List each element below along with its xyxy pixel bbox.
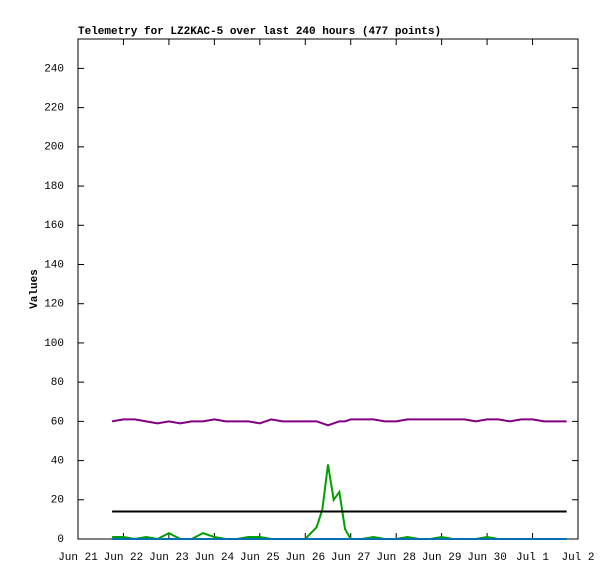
y-tick-label: 40 (51, 455, 64, 467)
y-tick-label: 60 (51, 416, 64, 428)
y-tick-label: 120 (44, 299, 64, 311)
x-tick-label: Jun 29 (422, 552, 462, 564)
y-tick-label: 80 (51, 377, 64, 389)
series-line (111, 418, 567, 427)
x-tick-label: Jun 23 (149, 552, 189, 564)
y-tick-label: 200 (44, 142, 64, 154)
y-tick-label: 240 (44, 63, 64, 75)
x-tick-label: Jun 24 (195, 552, 235, 564)
y-tick-label: 0 (57, 534, 64, 546)
y-tick-label: 160 (44, 220, 64, 232)
y-tick-label: 220 (44, 103, 64, 115)
x-tick-label: Jun 28 (376, 552, 416, 564)
x-tick-label: Jul 2 (561, 552, 594, 564)
chart-title: Telemetry for LZ2KAC-5 over last 240 hou… (78, 26, 441, 38)
x-tick-label: Jun 21 (58, 552, 98, 564)
y-tick-label: 140 (44, 259, 64, 271)
y-axis-label: Values (29, 269, 41, 309)
x-tick-label: Jun 25 (240, 552, 280, 564)
x-tick-label: Jun 26 (285, 552, 325, 564)
y-tick-label: 180 (44, 181, 64, 193)
series-line (112, 464, 567, 541)
x-tick-label: Jun 30 (467, 552, 507, 564)
y-tick-label: 100 (44, 338, 64, 350)
x-tick-label: Jun 27 (331, 552, 371, 564)
y-tick-label: 20 (51, 495, 64, 507)
x-tick-label: Jun 22 (104, 552, 144, 564)
plot-frame (77, 38, 579, 540)
x-tick-label: Jul 1 (516, 552, 549, 564)
